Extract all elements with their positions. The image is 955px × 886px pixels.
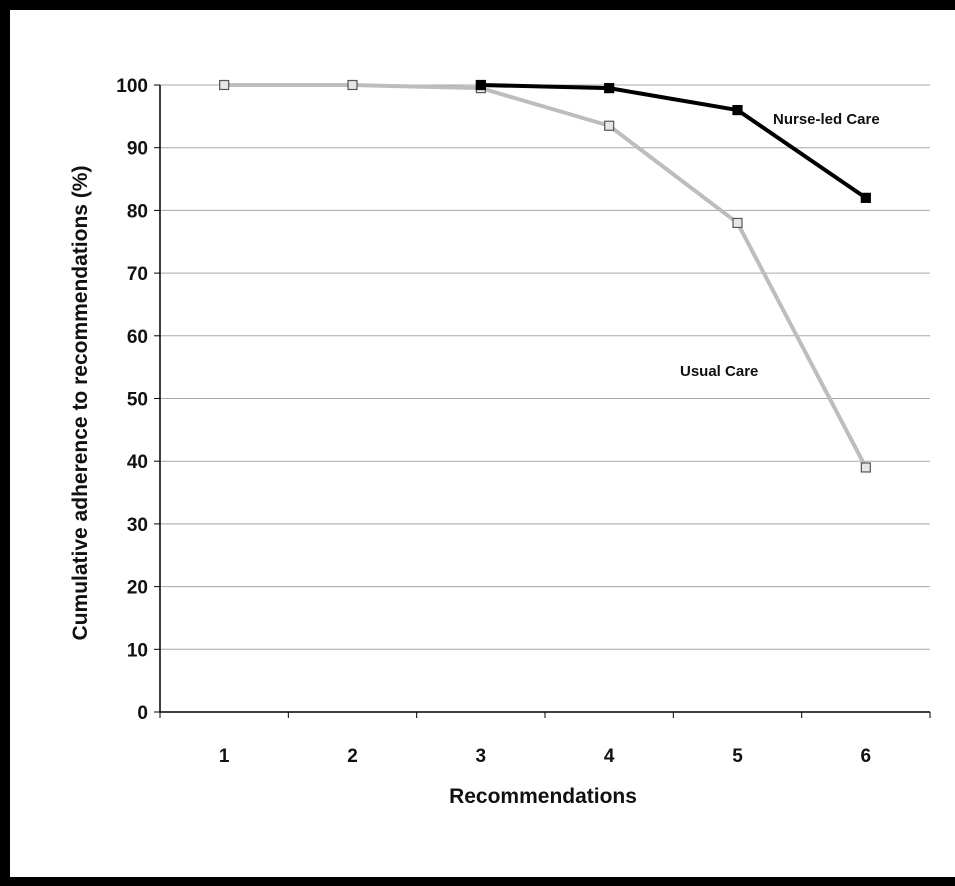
series-line-usual-care	[224, 83, 868, 469]
y-tick-label: 30	[127, 515, 148, 536]
data-point-nurse-led-care	[732, 104, 743, 116]
y-axis-ticks: 0 10 20 30 40 50 60 70 80 90 100	[116, 76, 160, 724]
series-label-usual-care: Usual Care	[680, 363, 758, 380]
data-point-nurse-led-care	[475, 79, 486, 91]
x-tick-label: 3	[476, 746, 487, 767]
chart-frame: 0 10 20 30 40 50 60 70 80 90 100 1 2 3 4 5 6 Recommenda…	[10, 10, 955, 877]
data-point-usual-care	[732, 217, 743, 229]
y-tick-label: 60	[127, 327, 148, 348]
series-line-nurse-led-care	[480, 83, 867, 200]
y-tick-label: 10	[127, 640, 148, 661]
data-point-usual-care	[219, 79, 230, 91]
x-tick-label: 5	[732, 746, 743, 767]
y-tick-label: 90	[127, 139, 148, 160]
data-point-usual-care	[604, 120, 615, 131]
gridlines	[160, 84, 930, 650]
y-tick-label: 100	[116, 76, 148, 97]
y-axis-title: Cumulative adherence to recommendations …	[69, 166, 92, 641]
y-tick-label: 70	[127, 264, 148, 285]
y-tick-label: 40	[127, 452, 148, 473]
series-group	[219, 79, 871, 473]
x-tick-label: 4	[604, 746, 615, 767]
y-tick-label: 0	[137, 703, 148, 724]
data-point-usual-care	[347, 79, 358, 91]
series-label-nurse-led-care: Nurse-led Care	[773, 111, 880, 128]
y-tick-label: 80	[127, 201, 148, 222]
line-chart: 0 10 20 30 40 50 60 70 80 90 100 1 2 3 4 5 6 Recommenda…	[69, 76, 931, 808]
data-point-nurse-led-care	[860, 192, 871, 203]
x-axis-ticks: 1 2 3 4 5 6	[159, 712, 931, 767]
data-point-usual-care	[860, 462, 871, 473]
y-tick-label: 50	[127, 390, 148, 411]
y-tick-label: 20	[127, 578, 148, 599]
data-point-nurse-led-care	[604, 83, 615, 94]
x-tick-label: 2	[347, 746, 358, 767]
x-tick-label: 6	[861, 746, 872, 767]
x-tick-label: 1	[219, 746, 230, 767]
x-axis-title: Recommendations	[449, 785, 637, 808]
